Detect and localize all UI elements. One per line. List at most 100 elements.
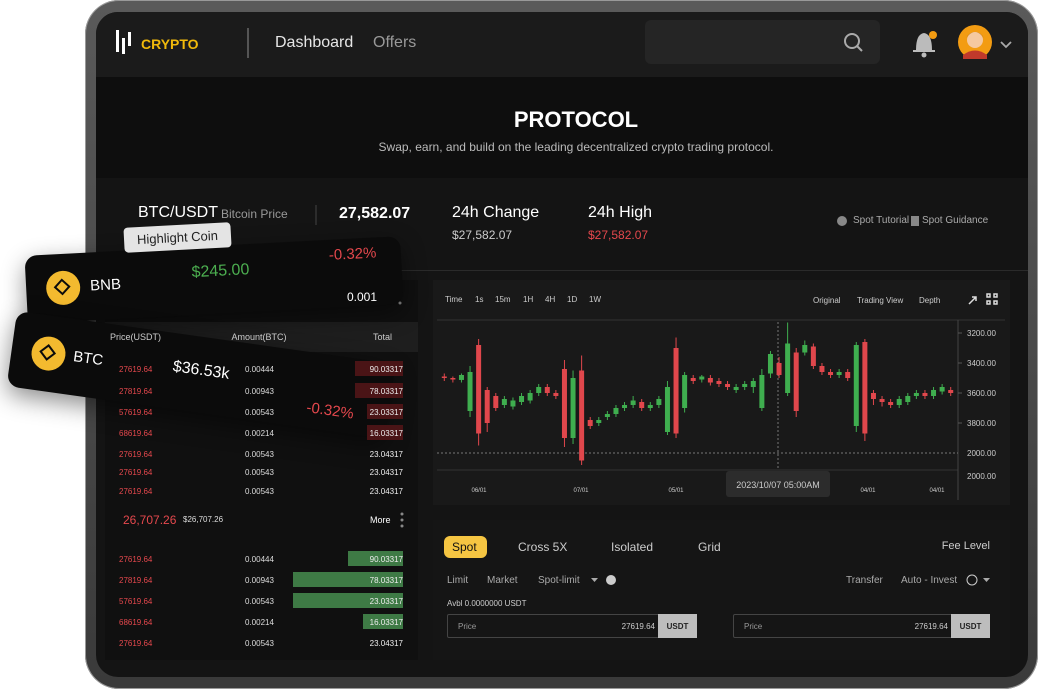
row-total: 78.03317 [369, 576, 403, 585]
auto-invest[interactable]: Auto - Invest [901, 575, 958, 586]
candle-body [845, 372, 851, 378]
candle-body [450, 378, 456, 380]
candle-body [939, 387, 945, 392]
chart-tools[interactable] [968, 293, 998, 305]
link[interactable]: Spot Guidance [922, 215, 989, 226]
guidance-icon[interactable] [911, 216, 919, 226]
more-menu-dots[interactable] [400, 512, 404, 528]
tab[interactable]: Grid [698, 540, 721, 554]
candle-body [785, 343, 791, 393]
row-price: 68619.64 [119, 618, 153, 627]
input-unit: USDT [959, 622, 982, 631]
interval[interactable]: 1s [475, 295, 483, 304]
candle-body [639, 402, 645, 408]
hero-band [96, 77, 1028, 178]
stat-value: $27,582.07 [452, 228, 513, 242]
input-value: 27619.64 [621, 622, 655, 631]
search-icon[interactable] [844, 33, 863, 52]
coin-name: BNB [89, 275, 122, 295]
candle-body [587, 420, 593, 426]
candle-body [476, 345, 482, 434]
view-option: Depth [919, 296, 940, 305]
candle-body [725, 384, 731, 387]
candle-body [527, 393, 533, 401]
candle-body [922, 393, 928, 396]
interval[interactable]: 15m [495, 295, 511, 304]
link[interactable]: Spot Tutorial [853, 215, 910, 226]
x-tick-label: 07/01 [573, 488, 589, 494]
spot-pill[interactable] [444, 536, 487, 558]
fee-level[interactable]: Fee Level [941, 540, 990, 552]
price: 27,582.07 [339, 205, 411, 222]
invest-info-icon[interactable] [966, 574, 978, 586]
row-total: 16.03317 [369, 618, 403, 627]
depth-bar [367, 404, 403, 419]
last-price-usd: $26,707.26 [183, 515, 224, 524]
y-tick-label: 3400.00 [967, 359, 996, 368]
nav-link[interactable]: Offers [373, 34, 417, 51]
candle-body [913, 393, 919, 396]
candle-body [664, 387, 670, 432]
stat-value: $27,582.07 [588, 228, 649, 242]
row-amount: 0.00543 [245, 487, 274, 496]
candle-body [750, 381, 756, 387]
tab[interactable]: Isolated [611, 540, 654, 554]
depth-bar [355, 361, 403, 376]
interval[interactable]: 1H [523, 295, 533, 304]
coin-change: -0.32% [328, 244, 377, 264]
candle-body [579, 370, 585, 461]
input-label: Price [458, 622, 477, 631]
candle-body [510, 400, 516, 407]
interval[interactable]: 1W [589, 295, 601, 304]
candle-body [767, 354, 773, 374]
row-total: 23.03317 [369, 408, 403, 417]
candle-body [622, 405, 628, 408]
candle-body [862, 342, 868, 434]
x-tick-label: 04/01 [929, 488, 945, 494]
row-total: 23.04317 [369, 639, 403, 648]
depth-bar [367, 425, 403, 440]
coin-glyph [53, 278, 71, 296]
interval[interactable]: Time [445, 295, 463, 304]
tab[interactable]: Cross 5X [518, 540, 568, 554]
order-type[interactable]: Market [487, 575, 518, 586]
candle-body [682, 375, 688, 408]
depth-bar [293, 572, 403, 587]
row-amount: 0.00214 [245, 429, 274, 438]
row-price: 27619.64 [119, 450, 153, 459]
bell-icon[interactable] [913, 31, 937, 58]
row-total: 78.03317 [369, 387, 403, 396]
logo-icon [116, 30, 131, 54]
candle-body [458, 375, 464, 380]
avatar-chevron[interactable] [1000, 41, 1012, 49]
unit-box [951, 614, 990, 638]
interval[interactable]: 4H [545, 295, 555, 304]
candle-body [613, 408, 619, 414]
row-amount: 0.00444 [245, 365, 274, 374]
row-price: 27619.64 [119, 365, 153, 374]
dropdown-caret[interactable] [591, 578, 598, 582]
x-tick-label: 04/01 [860, 488, 876, 494]
more-link[interactable]: More [370, 515, 391, 525]
row-amount: 0.00543 [245, 639, 274, 648]
candle-body [707, 378, 713, 383]
depth-bar [355, 383, 403, 398]
row-total: 23.04317 [369, 468, 403, 477]
row-price: 27619.64 [119, 555, 153, 564]
search-box[interactable] [645, 20, 880, 64]
nav-link[interactable]: Dashboard [275, 34, 354, 51]
input-unit: USDT [666, 622, 689, 631]
chart-tooltip: 2023/10/07 05:00AM [736, 480, 820, 490]
transfer[interactable]: Transfer [846, 575, 883, 586]
interval[interactable]: 1D [567, 295, 577, 304]
tutorial-icon[interactable] [837, 216, 847, 226]
invest-caret[interactable] [983, 578, 990, 582]
row-total: 90.03317 [369, 555, 403, 564]
row-amount: 0.00543 [245, 408, 274, 417]
info-icon[interactable] [606, 575, 616, 585]
tab[interactable]: Spot [452, 540, 477, 554]
order-type[interactable]: Limit [447, 575, 469, 586]
candle-body [467, 372, 473, 411]
order-type[interactable]: Spot-limit [538, 575, 580, 586]
avatar[interactable] [958, 25, 992, 59]
